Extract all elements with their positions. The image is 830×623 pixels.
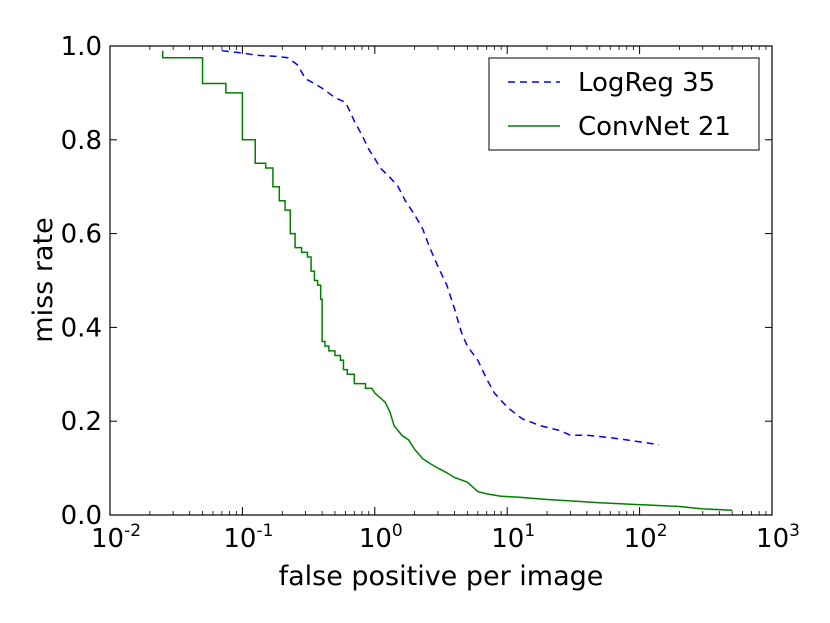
y-tick-label: 0.0 (61, 501, 102, 531)
x-tick-label: 102 (624, 521, 668, 554)
plot-frame (109, 45, 773, 516)
legend-label-convnet: ConvNet 21 (578, 112, 731, 142)
x-tick-label: 10-1 (223, 521, 273, 554)
y-tick-label: 0.2 (61, 407, 102, 437)
y-tick-label: 0.8 (61, 126, 102, 156)
series-layer (161, 49, 733, 512)
y-tick-label: 0.6 (61, 220, 102, 250)
x-tick-label: 103 (756, 521, 800, 554)
x-axis-label: false positive per image (279, 561, 604, 592)
legend-box (488, 57, 760, 151)
y-axis-label: miss rate (28, 217, 59, 342)
legend: LogReg 35 ConvNet 21 (488, 57, 760, 151)
legend-label-logreg: LogReg 35 (578, 68, 715, 98)
x-tick-label: 10-2 (91, 521, 141, 554)
x-tick-label: 100 (359, 521, 403, 554)
x-tick-label: 101 (491, 521, 535, 554)
y-tick-label: 1.0 (61, 32, 102, 62)
ticks-layer: 0.0 0.2 0.4 0.6 0.8 1.0 10-2 10-1 100 101 102 103 (61, 32, 800, 554)
y-tick-label: 0.4 (61, 313, 102, 343)
series-line-convnet-21 (161, 50, 733, 512)
series-line-logreg-35 (221, 49, 660, 446)
